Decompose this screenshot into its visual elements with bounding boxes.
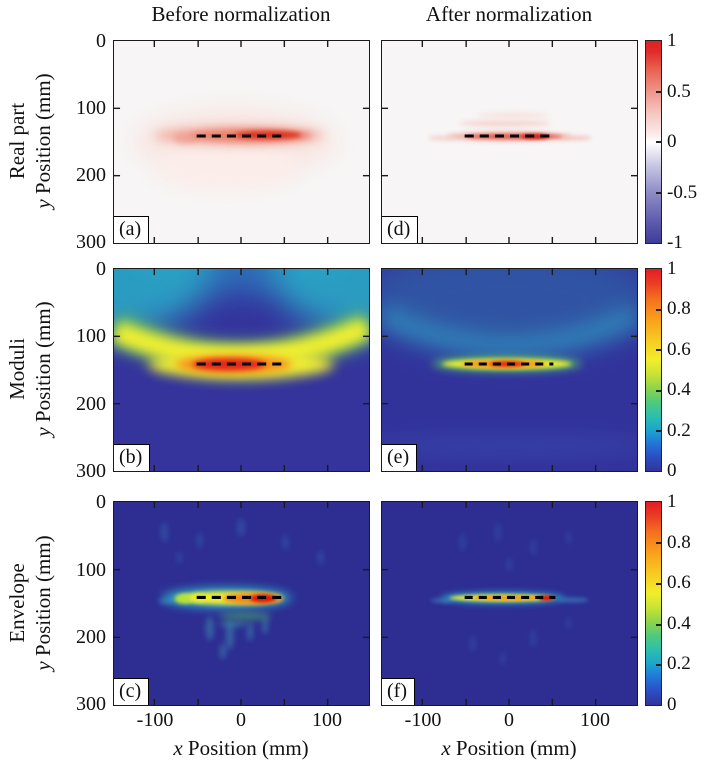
- panel-f-heatmap: [382, 502, 637, 705]
- panel-c-heatmap: [114, 502, 369, 705]
- column-title-before: Before normalization: [151, 2, 331, 26]
- y-axis-title: y Position (mm): [31, 73, 55, 209]
- speckle-streaks: [459, 522, 571, 666]
- panel-tag-c: (c): [114, 678, 150, 705]
- axis-ticks: [382, 502, 637, 705]
- ytick: 0: [96, 30, 106, 52]
- colorbar-label: 0.8: [667, 532, 691, 553]
- xtick: 0: [504, 709, 514, 731]
- colorbar-label: 0.2: [667, 653, 691, 674]
- xtick: 100: [580, 709, 610, 731]
- panel-d-real-after: (d): [381, 40, 638, 244]
- xtick: 100: [312, 709, 342, 731]
- ytick: 100: [76, 559, 106, 581]
- ytick: 100: [76, 325, 106, 347]
- axis-ticks: [114, 269, 369, 471]
- panel-tag-d: (d): [382, 216, 419, 243]
- colorbar-real-part: [645, 40, 662, 244]
- xtick: -100: [404, 709, 442, 731]
- colorbar-envelope: [645, 501, 662, 706]
- axis-ticks: [114, 41, 369, 243]
- y-axis-title: y Position (mm): [31, 301, 55, 437]
- colorbar-label: 0.4: [667, 613, 691, 634]
- panel-e-moduli-after: (e): [381, 268, 638, 472]
- ytick: 200: [76, 164, 106, 186]
- panel-a-real-before: (a): [113, 40, 370, 244]
- panel-tag-b: (b): [114, 444, 151, 471]
- row-name: Real part: [5, 102, 29, 180]
- panel-tag-e: (e): [382, 444, 418, 471]
- axis-ticks: [114, 502, 369, 705]
- colorbar-moduli: [645, 268, 662, 472]
- colorbar-label: 0.2: [667, 420, 691, 441]
- colorbar-label: 0: [667, 460, 677, 481]
- colorbar-label: 0.5: [667, 81, 691, 102]
- axis-ticks: [382, 269, 637, 471]
- column-title-after: After normalization: [425, 2, 593, 26]
- ytick: 0: [96, 491, 106, 513]
- row-label-envelope: Envelope y Position (mm): [4, 502, 56, 704]
- colorbar-label: 1: [667, 258, 677, 279]
- panel-tag-f: (f): [382, 678, 415, 705]
- ytick: 200: [76, 626, 106, 648]
- colorbar-label: 1: [667, 30, 677, 51]
- colorbar-label: 0.8: [667, 298, 691, 319]
- ytick: 200: [76, 393, 106, 415]
- ytick: 0: [96, 258, 106, 280]
- colorbar-label: -1: [667, 232, 683, 253]
- colorbar-label: 0: [667, 694, 677, 715]
- xtick: 0: [236, 709, 246, 731]
- panel-tag-a: (a): [114, 216, 150, 243]
- panel-f-envelope-after: (f): [381, 501, 638, 706]
- colorbar-label: -0.5: [667, 182, 698, 203]
- row-label-moduli: Moduli y Position (mm): [4, 268, 56, 470]
- speckle-streaks: [160, 518, 324, 565]
- colorbar-label: 0: [667, 131, 677, 152]
- colorbar-label: 0.6: [667, 572, 691, 593]
- row-name: Moduli: [5, 338, 29, 400]
- panel-d-heatmap: [382, 41, 637, 243]
- colorbar-label: 1: [667, 491, 677, 512]
- row-label-real-part: Real part y Position (mm): [4, 40, 56, 242]
- x-axis-title-right: x Position (mm): [441, 736, 577, 760]
- ytick: 300: [76, 460, 106, 482]
- panel-a-heatmap: [114, 41, 369, 243]
- colorbar-label: 0.6: [667, 339, 691, 360]
- panel-c-envelope-before: (c): [113, 501, 370, 706]
- y-axis-title: y Position (mm): [31, 535, 55, 671]
- axis-ticks: [382, 41, 637, 243]
- ytick: 300: [76, 693, 106, 715]
- ytick: 100: [76, 97, 106, 119]
- x-axis-title-left: x Position (mm): [173, 736, 309, 760]
- xtick: -100: [136, 709, 174, 731]
- ytick: 300: [76, 231, 106, 253]
- panel-b-moduli-before: (b): [113, 268, 370, 472]
- row-name: Envelope: [5, 563, 29, 643]
- panel-e-heatmap: [382, 269, 637, 471]
- panel-b-heatmap: [114, 269, 369, 471]
- below-band-wisps: [205, 616, 269, 660]
- colorbar-label: 0.4: [667, 379, 691, 400]
